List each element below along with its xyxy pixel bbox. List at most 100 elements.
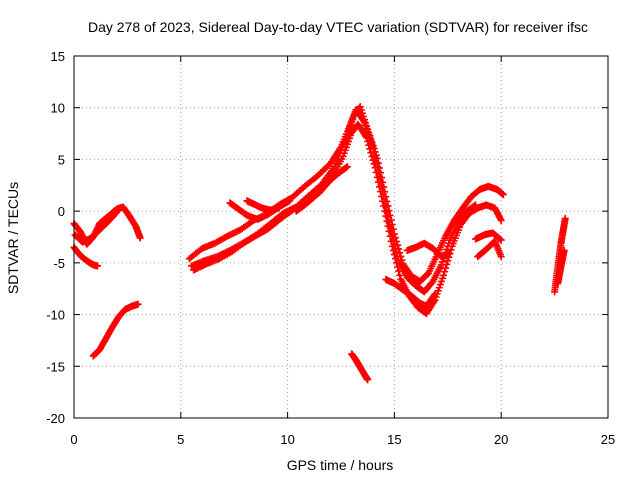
x-axis-ticks: 0 5 10 15 20 25 xyxy=(70,56,615,447)
y-tick-label: -20 xyxy=(46,411,65,426)
series-arc-l xyxy=(403,239,454,261)
data-point xyxy=(391,234,399,242)
series-arc-m xyxy=(474,237,505,261)
data-point xyxy=(499,191,507,199)
data-point xyxy=(440,271,448,279)
data-point xyxy=(388,221,396,229)
x-tick-label: 10 xyxy=(280,432,294,447)
y-axis-label: SDTVAR / TECUs xyxy=(5,182,21,294)
data-point xyxy=(444,257,452,265)
data-point xyxy=(431,290,439,298)
data-point xyxy=(366,132,374,140)
data-point xyxy=(446,250,454,258)
y-tick-label: 5 xyxy=(58,152,65,167)
data-point xyxy=(396,271,404,279)
data-point xyxy=(331,163,339,171)
data-point xyxy=(398,256,406,264)
data-point xyxy=(442,264,450,272)
data-point xyxy=(393,237,401,245)
series-arc-b xyxy=(70,243,101,270)
data-point xyxy=(389,246,397,254)
series-arc-c xyxy=(71,208,121,246)
chart-title: Day 278 of 2023, Sidereal Day-to-day VTE… xyxy=(88,19,588,35)
data-point xyxy=(358,109,366,117)
series-arc-o xyxy=(348,350,372,384)
data-point xyxy=(367,135,375,143)
data-point xyxy=(383,217,391,225)
data-point xyxy=(390,230,398,238)
data-point xyxy=(364,376,372,384)
data-point xyxy=(375,164,383,172)
data-point xyxy=(441,268,449,276)
series-arc-k xyxy=(382,275,439,310)
data-point xyxy=(393,259,401,267)
data-point xyxy=(380,183,388,191)
x-tick-label: 15 xyxy=(387,432,401,447)
data-point xyxy=(368,152,376,160)
data-point xyxy=(336,149,344,157)
data-point xyxy=(362,119,370,127)
data-point xyxy=(384,202,392,210)
data-point xyxy=(396,249,404,257)
y-axis-ticks: -20 -15 -10 -5 0 5 10 15 xyxy=(46,49,608,426)
data-point xyxy=(384,222,392,230)
data-point xyxy=(382,193,390,201)
data-point xyxy=(374,159,382,167)
data-point xyxy=(497,236,505,244)
data-point xyxy=(447,246,455,254)
data-point xyxy=(335,153,343,161)
data-point xyxy=(286,197,294,205)
data-point xyxy=(368,138,376,146)
data-point xyxy=(387,216,395,224)
data-point xyxy=(275,204,283,212)
data-point xyxy=(394,241,402,249)
plot-frame xyxy=(73,55,609,419)
data-point xyxy=(395,245,403,253)
grid-lines xyxy=(74,56,608,418)
data-point xyxy=(390,251,398,259)
series-arc-p xyxy=(551,214,569,296)
data-point xyxy=(386,232,394,240)
data-point xyxy=(357,106,365,114)
data-point xyxy=(364,125,372,133)
data-point xyxy=(333,156,341,164)
data-point xyxy=(388,242,396,250)
data-point xyxy=(395,267,403,275)
data-point xyxy=(339,143,347,150)
series-arc-j xyxy=(292,163,351,215)
data-points xyxy=(70,103,569,384)
series-arc-n xyxy=(472,229,505,244)
series-arc-d xyxy=(89,300,142,360)
y-tick-label: 0 xyxy=(58,204,65,219)
x-tick-label: 5 xyxy=(177,432,184,447)
data-point xyxy=(360,116,368,124)
data-point xyxy=(136,234,144,242)
data-point xyxy=(369,156,377,164)
data-point xyxy=(113,208,121,216)
data-point xyxy=(497,216,505,224)
data-point xyxy=(389,225,397,233)
data-point xyxy=(385,207,393,215)
data-point xyxy=(93,262,101,270)
data-point xyxy=(370,145,378,153)
y-tick-label: -10 xyxy=(46,308,65,323)
x-tick-label: 20 xyxy=(494,432,508,447)
data-point xyxy=(497,253,505,261)
data-point xyxy=(381,188,389,196)
data-point xyxy=(363,122,371,130)
y-tick-label: -5 xyxy=(53,256,65,271)
data-point xyxy=(397,252,405,260)
data-point xyxy=(371,148,379,156)
data-point xyxy=(373,154,381,162)
data-point xyxy=(340,139,348,147)
data-point xyxy=(561,214,569,222)
series-arc-i xyxy=(243,197,283,214)
data-point xyxy=(386,211,394,219)
data-point xyxy=(377,169,385,177)
data-point xyxy=(365,129,373,137)
data-point xyxy=(383,197,391,205)
data-point xyxy=(378,174,386,182)
data-point xyxy=(343,163,351,171)
data-point xyxy=(443,260,451,268)
data-point xyxy=(372,151,380,159)
